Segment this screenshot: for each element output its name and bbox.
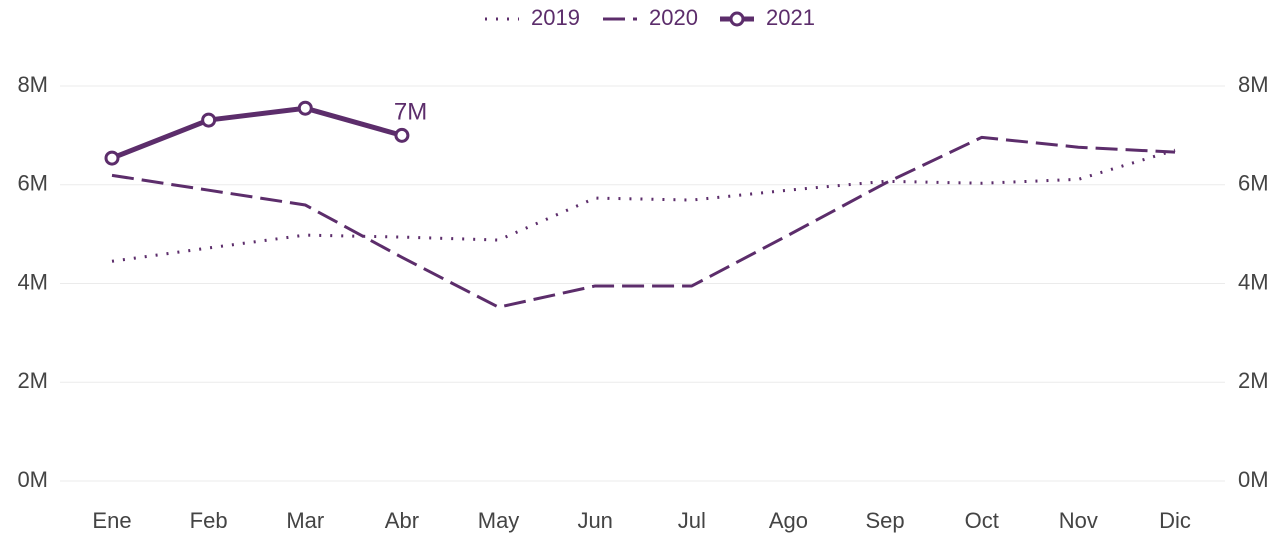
y2-tick-label: 2M [1238,368,1269,393]
x-tick-label: Nov [1059,508,1098,533]
x-tick-label: Ago [769,508,808,533]
x-tick-label: Mar [286,508,324,533]
y2-tick-label: 8M [1238,72,1269,97]
y2-tick-label: 0M [1238,467,1269,492]
x-tick-label: May [478,508,520,533]
y-tick-label: 8M [17,72,48,97]
series-line [111,148,1176,263]
y2-tick-label: 4M [1238,269,1269,294]
legend-label: 2021 [766,5,815,30]
series-line [111,135,1176,309]
point-marker [201,112,217,128]
y-tick-label: 0M [17,467,48,492]
y-tick-label: 2M [17,368,48,393]
x-tick-label: Abr [385,508,419,533]
x-tick-label: Ene [92,508,131,533]
legend-label: 2020 [649,5,698,30]
point-marker [104,150,120,166]
point-marker [297,100,313,116]
legend-marker [729,11,745,27]
y-tick-label: 6M [17,171,48,196]
x-tick-label: Oct [965,508,999,533]
x-tick-label: Sep [866,508,905,533]
point-marker [394,127,410,143]
x-tick-label: Jun [577,508,612,533]
y2-tick-label: 6M [1238,171,1269,196]
x-tick-label: Feb [190,508,228,533]
legend-label: 2019 [531,5,580,30]
y-tick-label: 4M [17,269,48,294]
data-label: 7M [394,99,427,126]
x-tick-label: Dic [1159,508,1191,533]
x-tick-label: Jul [678,508,706,533]
series-line [111,105,403,161]
